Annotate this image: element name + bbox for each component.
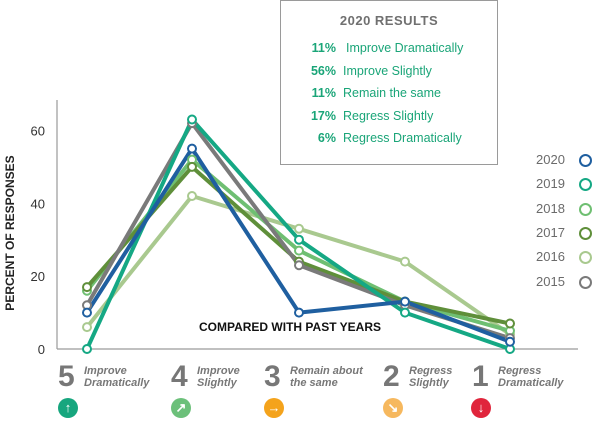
category-text-line: the same bbox=[290, 377, 338, 389]
category-number: 1 bbox=[472, 360, 489, 393]
category-text: Improve Slightly bbox=[197, 365, 287, 389]
category-text-line: Dramatically bbox=[84, 377, 150, 389]
x-axis-label: COMPARED WITH PAST YEARS bbox=[199, 320, 381, 334]
legend-label: 2019 bbox=[536, 176, 565, 192]
legend-marker bbox=[579, 154, 592, 167]
result-label: Improve Dramatically bbox=[346, 41, 464, 55]
result-percent: 11% bbox=[311, 86, 336, 100]
data-point-2020 bbox=[505, 336, 515, 347]
result-label: Regress Slightly bbox=[343, 108, 434, 123]
data-point-2016 bbox=[400, 256, 410, 267]
legend-item-2016: 2016 bbox=[536, 247, 594, 269]
category-number: 3 bbox=[264, 360, 281, 393]
arrow-up-right-icon: ↗ bbox=[171, 398, 191, 418]
category-number: 4 bbox=[171, 360, 188, 393]
data-point-2016 bbox=[187, 191, 197, 201]
arrow-down-right-icon: ↘ bbox=[383, 398, 403, 418]
legend-label: 2017 bbox=[536, 224, 565, 240]
result-row: 6% Regress Dramatically bbox=[281, 131, 499, 151]
category-text: Improve Dramatically bbox=[84, 365, 174, 389]
data-point-2020 bbox=[294, 307, 304, 318]
data-point-2020 bbox=[82, 307, 92, 318]
data-point-2020 bbox=[400, 296, 410, 307]
data-point-2017 bbox=[82, 282, 92, 293]
series-points bbox=[82, 114, 515, 354]
chart-axes bbox=[56, 100, 578, 350]
data-point-2019 bbox=[187, 114, 197, 125]
category-text-line: Regress bbox=[498, 365, 542, 377]
y-axis-label: PERCENT OF RESPONSES bbox=[3, 155, 17, 310]
y-tick-label: 40 bbox=[31, 196, 45, 211]
data-point-2018 bbox=[294, 245, 304, 256]
data-point-2017 bbox=[187, 161, 197, 172]
result-percent: 6% bbox=[317, 131, 336, 145]
y-tick-labels: 0 20 40 60 bbox=[31, 123, 45, 357]
arrow-right-icon: → bbox=[264, 398, 284, 418]
legend-label: 2020 bbox=[536, 152, 565, 167]
result-percent: 56% bbox=[310, 63, 336, 78]
category-number: 2 bbox=[383, 360, 400, 393]
legend-label: 2016 bbox=[536, 249, 565, 265]
data-point-2017 bbox=[505, 318, 515, 329]
result-row: 56% Improve Slightly bbox=[281, 64, 499, 84]
legend-marker bbox=[579, 226, 592, 240]
category-text: Regress Slightly bbox=[409, 365, 499, 389]
result-row: 11% Improve Dramatically bbox=[281, 41, 499, 61]
y-tick-label: 20 bbox=[31, 269, 45, 284]
legend-marker bbox=[579, 251, 592, 265]
result-row: 17% Regress Slightly bbox=[281, 109, 499, 129]
results-title: 2020 RESULTS bbox=[339, 13, 439, 28]
data-point-2020 bbox=[187, 143, 197, 154]
result-percent: 17% bbox=[310, 108, 336, 123]
result-label: Improve Slightly bbox=[343, 63, 432, 78]
results-box: 2020 RESULTS 11% Improve Dramatically 56% I… bbox=[280, 0, 498, 165]
legend-marker bbox=[579, 275, 592, 289]
category-number: 5 bbox=[58, 360, 75, 393]
data-point-2015 bbox=[294, 260, 304, 271]
legend-marker bbox=[579, 202, 592, 216]
category-text-line: Regress bbox=[409, 365, 453, 377]
category-text-line: Remain about bbox=[290, 365, 363, 377]
category-text: Remain about the same bbox=[290, 365, 380, 389]
y-tick-label: 60 bbox=[31, 123, 45, 138]
legend-item-2018: 2018 bbox=[536, 199, 594, 221]
result-row: 11% Remain the same bbox=[281, 86, 499, 106]
category-text-line: Improve bbox=[84, 365, 127, 377]
category-text-line: Improve bbox=[197, 365, 240, 377]
data-point-2019 bbox=[82, 344, 92, 354]
legend-item-2017: 2017 bbox=[536, 223, 594, 245]
arrow-down-icon: ↓ bbox=[471, 398, 491, 418]
category-text: Regress Dramatically bbox=[498, 365, 588, 389]
legend-item-2020: 2020 bbox=[536, 150, 594, 172]
category-text-line: Slightly bbox=[197, 377, 237, 389]
category-text-line: Slightly bbox=[409, 377, 449, 389]
legend-label: 2018 bbox=[536, 200, 565, 216]
result-percent: 11% bbox=[311, 41, 336, 55]
legend-item-2015: 2015 bbox=[536, 272, 594, 294]
legend-marker bbox=[579, 178, 592, 192]
legend-label: 2015 bbox=[536, 273, 565, 289]
data-point-2019 bbox=[294, 234, 304, 245]
result-label: Remain the same bbox=[343, 86, 441, 100]
data-point-2019 bbox=[400, 307, 410, 318]
arrow-up-icon: ↑ bbox=[58, 398, 78, 418]
result-label: Regress Dramatically bbox=[343, 131, 462, 145]
legend-item-2019: 2019 bbox=[536, 174, 594, 196]
category-text-line: Dramatically bbox=[498, 377, 564, 389]
data-point-2016 bbox=[82, 322, 92, 333]
data-point-2016 bbox=[294, 223, 304, 234]
y-tick-label: 0 bbox=[38, 342, 45, 357]
